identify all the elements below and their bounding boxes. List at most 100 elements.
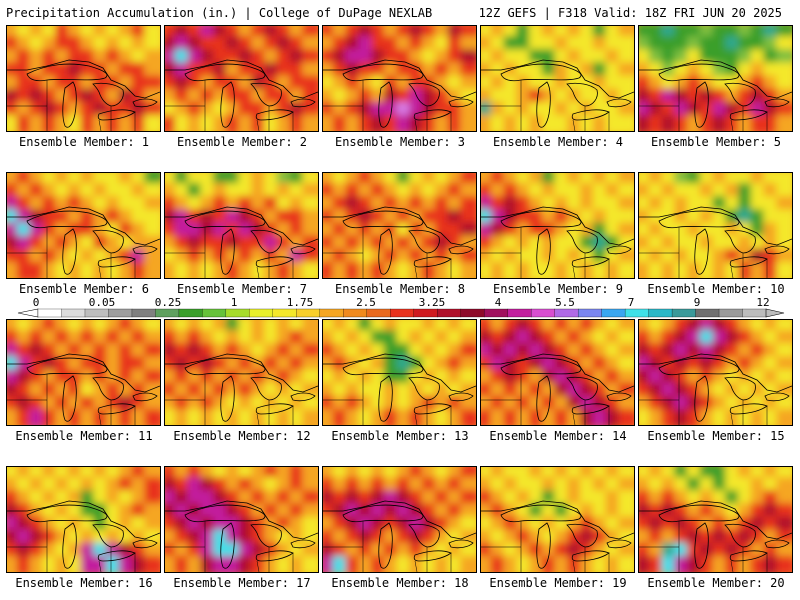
- ensemble-member-label: Ensemble Member: 19: [489, 576, 627, 590]
- great-lakes-outline: [165, 500, 318, 572]
- ensemble-member-map: [480, 466, 635, 573]
- colorbar-segment: [155, 308, 180, 318]
- colorbar-segment: [296, 308, 321, 318]
- colorbar-min-arrow: [17, 308, 39, 318]
- colorbar-tick-label: 0: [32, 296, 40, 309]
- colorbar-tick-label: 9: [693, 296, 701, 309]
- great-lakes-outline: [639, 500, 792, 572]
- ensemble-member-label: Ensemble Member: 7: [176, 282, 308, 296]
- ensemble-member-map: [164, 172, 319, 279]
- colorbar-tick-label: 1.75: [286, 296, 314, 309]
- colorbar-segment: [178, 308, 203, 318]
- ensemble-member-label: Ensemble Member: 8: [334, 282, 466, 296]
- great-lakes-outline: [323, 59, 476, 131]
- ensemble-member-label: Ensemble Member: 20: [647, 576, 785, 590]
- map-title: Precipitation Accumulation (in.) | Colle…: [6, 6, 433, 20]
- precipitation-field: [165, 26, 318, 131]
- colorbar-segment: [437, 308, 462, 318]
- precipitation-field: [639, 467, 792, 572]
- ensemble-member-map: [6, 172, 161, 279]
- colorbar-segment: [343, 308, 368, 318]
- ensemble-member-label: Ensemble Member: 4: [492, 135, 624, 149]
- great-lakes-outline: [323, 353, 476, 425]
- precipitation-field: [165, 173, 318, 278]
- great-lakes-outline: [7, 500, 160, 572]
- colorbar-segment: [131, 308, 156, 318]
- colorbar-tick-label: 0.05: [88, 296, 116, 309]
- great-lakes-outline: [323, 206, 476, 278]
- ensemble-member-map: [322, 319, 477, 426]
- colorbar-segment: [648, 308, 673, 318]
- ensemble-member-map: [164, 25, 319, 132]
- colorbar-segment: [601, 308, 626, 318]
- precipitation-field: [639, 320, 792, 425]
- ensemble-member-map: [322, 466, 477, 573]
- colorbar-segment: [366, 308, 391, 318]
- colorbar-segment: [484, 308, 509, 318]
- precipitation-field: [639, 173, 792, 278]
- great-lakes-outline: [165, 206, 318, 278]
- colorbar-segment: [413, 308, 438, 318]
- colorbar-segment: [108, 308, 133, 318]
- colorbar-segment: [61, 308, 86, 318]
- colorbar-tick-label: 3.25: [418, 296, 446, 309]
- precipitation-field: [165, 467, 318, 572]
- colorbar-segment: [319, 308, 344, 318]
- precipitation-field: [639, 26, 792, 131]
- colorbar-segment: [84, 308, 109, 318]
- ensemble-member-label: Ensemble Member: 2: [176, 135, 308, 149]
- colorbar-segment: [671, 308, 696, 318]
- colorbar-segment: [577, 308, 603, 318]
- colorbar-tick-label: 2.5: [356, 296, 376, 309]
- colorbar-segment: [554, 308, 579, 318]
- great-lakes-outline: [639, 206, 792, 278]
- colorbar-segment: [718, 308, 743, 318]
- model-run-info: 12Z GEFS | F318 Valid: 18Z FRI JUN 20 20…: [478, 6, 782, 20]
- precipitation-colorbar: [17, 308, 785, 318]
- great-lakes-outline: [481, 59, 634, 131]
- ensemble-member-map: [638, 319, 793, 426]
- colorbar-segment: [225, 308, 250, 318]
- ensemble-member-label: Ensemble Member: 13: [331, 429, 469, 443]
- ensemble-member-map: [322, 172, 477, 279]
- colorbar-segment: [695, 308, 720, 318]
- precipitation-field: [481, 320, 634, 425]
- precipitation-field: [323, 26, 476, 131]
- ensemble-member-map: [322, 25, 477, 132]
- ensemble-member-label: Ensemble Member: 17: [173, 576, 311, 590]
- ensemble-member-label: Ensemble Member: 16: [15, 576, 153, 590]
- colorbar-tick-label: 4: [494, 296, 502, 309]
- precipitation-field: [323, 467, 476, 572]
- colorbar-tick-label: 12: [756, 296, 770, 309]
- great-lakes-outline: [165, 59, 318, 131]
- ensemble-member-map: [638, 172, 793, 279]
- ensemble-member-map: [6, 319, 161, 426]
- ensemble-member-label: Ensemble Member: 11: [15, 429, 153, 443]
- colorbar-tick-label: 5.5: [555, 296, 575, 309]
- precipitation-field: [7, 467, 160, 572]
- ensemble-member-map: [6, 25, 161, 132]
- colorbar-max-arrow: [765, 308, 785, 318]
- great-lakes-outline: [323, 500, 476, 572]
- great-lakes-outline: [7, 59, 160, 131]
- colorbar-segment: [37, 308, 62, 318]
- ensemble-member-label: Ensemble Member: 15: [647, 429, 785, 443]
- ensemble-member-map: [480, 25, 635, 132]
- ensemble-member-label: Ensemble Member: 6: [18, 282, 150, 296]
- colorbar-segment: [390, 308, 415, 318]
- great-lakes-outline: [639, 59, 792, 131]
- great-lakes-outline: [7, 353, 160, 425]
- precipitation-field: [7, 173, 160, 278]
- ensemble-member-map: [164, 319, 319, 426]
- colorbar-segment: [624, 308, 650, 318]
- ensemble-member-map: [638, 466, 793, 573]
- great-lakes-outline: [481, 353, 634, 425]
- ensemble-member-map: [638, 25, 793, 132]
- great-lakes-outline: [165, 353, 318, 425]
- precipitation-field: [165, 320, 318, 425]
- colorbar-tick-label: 7: [627, 296, 635, 309]
- ensemble-member-map: [480, 319, 635, 426]
- precipitation-field: [7, 26, 160, 131]
- ensemble-member-map: [6, 466, 161, 573]
- colorbar-tick-label: 1: [230, 296, 238, 309]
